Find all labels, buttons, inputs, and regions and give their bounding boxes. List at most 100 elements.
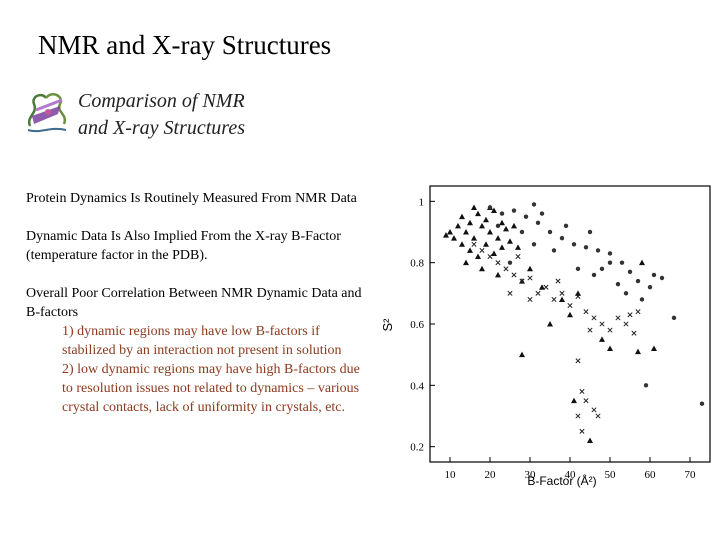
triangle-point (495, 271, 501, 278)
cross-point (507, 290, 513, 296)
circle-point (523, 214, 529, 219)
paragraph-correlation: Overall Poor Correlation Between NMR Dyn… (26, 286, 362, 320)
triangle-point (519, 351, 525, 358)
circle-point (575, 266, 581, 271)
triangle-point (479, 265, 485, 272)
x-tick-label: 10 (445, 469, 457, 481)
cross-point (511, 272, 517, 278)
triangle-point (567, 311, 573, 318)
cross-point (551, 296, 557, 303)
triangle-point (491, 207, 497, 214)
triangle-point (499, 244, 505, 250)
circle-point (563, 223, 569, 229)
cross-point (527, 275, 533, 281)
subtitle-line-2: and X-ray Structures (78, 117, 246, 139)
cross-point (583, 309, 589, 315)
triangle-point (607, 345, 613, 352)
triangle-point (575, 290, 581, 296)
triangle-point (599, 336, 605, 342)
triangle-point (527, 265, 533, 272)
triangle-point (515, 244, 521, 250)
cross-point (543, 284, 549, 290)
triangle-point (443, 232, 449, 238)
x-tick-label: 30 (525, 469, 537, 481)
circle-point (511, 208, 517, 213)
circle-point (635, 278, 641, 284)
triangle-point (539, 284, 545, 290)
circle-point (599, 266, 605, 271)
circle-point (591, 272, 597, 278)
y-tick-label: 0.6 (410, 319, 424, 331)
cross-point (583, 398, 589, 404)
circle-point (539, 211, 545, 216)
cross-point (579, 428, 585, 434)
cross-point (615, 315, 621, 321)
slide-title: NMR and X-ray Structures (38, 30, 332, 60)
triangle-point (483, 241, 489, 247)
cross-point (587, 327, 593, 333)
circle-point (547, 229, 553, 235)
circle-point (619, 260, 625, 265)
slide-body: Protein Dynamics Is Routinely Measured F… (26, 189, 366, 417)
cross-point (559, 290, 565, 296)
paragraph-nmr-dynamics: Protein Dynamics Is Routinely Measured F… (26, 191, 357, 206)
triangle-point (651, 345, 657, 352)
triangle-point (471, 204, 477, 210)
triangle-point (487, 229, 493, 235)
triangle-point (447, 229, 453, 235)
x-axis-label: B-Factor (Å²) (527, 473, 596, 488)
circle-point (615, 281, 621, 287)
plot-frame (429, 185, 711, 463)
triangle-point (467, 219, 473, 226)
triangle-point (587, 437, 593, 444)
triangle-point (471, 235, 477, 241)
triangle-point (463, 259, 469, 266)
cross-point (555, 278, 561, 284)
circle-point (487, 205, 493, 210)
protein-ribbon-icon (27, 93, 67, 133)
circle-point (559, 235, 565, 241)
cross-point (515, 253, 521, 260)
circle-point (519, 229, 525, 235)
circle-point (531, 202, 537, 207)
triangle-point (459, 213, 465, 220)
triangle-point (483, 216, 489, 223)
triangle-point (499, 219, 505, 226)
x-tick-label: 70 (685, 469, 697, 481)
triangle-point (571, 397, 577, 404)
triangle-point (455, 222, 461, 229)
cross-point (575, 293, 581, 299)
triangle-point (559, 296, 565, 302)
x-tick-label: 20 (485, 469, 497, 481)
circle-point (535, 220, 541, 225)
circle-point (643, 383, 649, 388)
triangle-point (507, 238, 513, 244)
circle-point (587, 229, 593, 235)
x-tick-label: 50 (605, 469, 617, 481)
cross-point (567, 303, 573, 309)
cross-point (535, 290, 541, 296)
circle-point (595, 248, 601, 253)
cross-point (575, 358, 581, 364)
triangle-point (639, 259, 645, 266)
circle-point (651, 272, 657, 278)
circle-point (639, 297, 645, 302)
circle-point (571, 242, 577, 247)
point-dynamic-regions: 1) dynamic regions may have low B-factor… (62, 324, 342, 358)
cross-point (635, 309, 641, 315)
circle-point (507, 260, 513, 265)
triangle-point (467, 247, 473, 253)
cross-point (503, 266, 509, 272)
cross-point (487, 253, 493, 260)
triangle-point (491, 250, 497, 256)
y-tick-label: 0.4 (410, 380, 424, 392)
circle-point (499, 211, 505, 216)
triangle-point (475, 253, 481, 260)
triangle-point (475, 210, 481, 217)
cross-point (479, 247, 485, 253)
triangle-point (463, 229, 469, 235)
circle-point (647, 285, 653, 290)
circle-point (607, 251, 613, 256)
x-tick-label: 60 (645, 469, 657, 481)
s2-vs-bfactor-scatter-chart: S² B-Factor (Å²) 10 20 30 40 50 60 70 0.2 0.4 0.6… (380, 185, 711, 488)
